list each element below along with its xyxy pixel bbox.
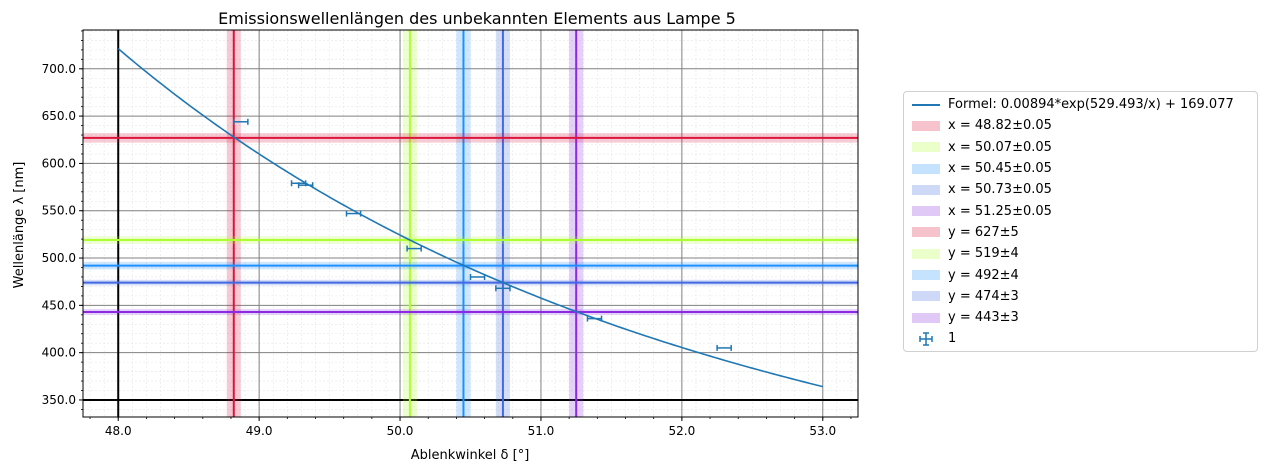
legend-label: y = 519±4	[948, 246, 1019, 262]
errorbar-marker-icon	[919, 332, 933, 346]
legend-patch-marker	[912, 248, 940, 259]
y-tick-label: 550.0	[42, 204, 76, 218]
x-axis-label: Ablenkwinkel δ [°]	[411, 448, 530, 463]
legend-patch-marker	[912, 120, 940, 131]
legend-swatch	[912, 98, 940, 112]
legend-item-vertical-band: x = 48.82±0.05	[912, 115, 1249, 136]
legend-swatch	[912, 225, 940, 239]
legend-item-vertical-band: x = 51.25±0.05	[912, 200, 1249, 221]
chart-title: Emissionswellenlängen des unbekannten El…	[218, 9, 736, 28]
legend-label: y = 474±3	[948, 288, 1019, 304]
legend-item-vertical-band: x = 50.73±0.05	[912, 179, 1249, 200]
legend-item-horizontal-band: y = 443±3	[912, 307, 1249, 328]
x-tick-label: 50.0	[387, 424, 414, 438]
legend-swatch	[912, 140, 940, 154]
y-tick-label: 650.0	[42, 109, 76, 123]
y-tick-label: 450.0	[42, 298, 76, 312]
legend: Formel: 0.00894*exp(529.493/x) + 169.077…	[903, 91, 1258, 352]
legend-patch-marker	[912, 270, 940, 281]
legend-item-horizontal-band: y = 492±4	[912, 264, 1249, 285]
legend-item-horizontal-band: y = 519±4	[912, 243, 1249, 264]
legend-label: x = 48.82±0.05	[948, 118, 1052, 134]
legend-item-horizontal-band: y = 627±5	[912, 222, 1249, 243]
legend-label: y = 443±3	[948, 310, 1019, 326]
legend-item-horizontal-band: y = 474±3	[912, 286, 1249, 307]
legend-label: Formel: 0.00894*exp(529.493/x) + 169.077	[948, 97, 1234, 113]
legend-label: x = 50.07±0.05	[948, 139, 1052, 155]
y-tick-label: 500.0	[42, 251, 76, 265]
legend-line-marker	[912, 103, 940, 106]
legend-patch-marker	[912, 142, 940, 153]
legend-swatch	[912, 247, 940, 261]
legend-label: 1	[948, 331, 957, 347]
x-tick-label: 53.0	[809, 424, 836, 438]
plot-area: 48.0 49.0 50.0 51.0 52.0 53.0 350.0 400.0 450.0 5…	[42, 29, 859, 438]
y-tick-label: 350.0	[42, 393, 76, 407]
legend-swatch	[912, 311, 940, 325]
legend-swatch	[912, 332, 940, 346]
legend-label: x = 51.25±0.05	[948, 203, 1052, 219]
y-axis-label: Wellenlänge λ [nm]	[12, 162, 27, 289]
legend-patch-marker	[912, 184, 940, 195]
legend-item-vertical-band: x = 50.07±0.05	[912, 137, 1249, 158]
legend-label: y = 492±4	[948, 267, 1019, 283]
y-tick-label: 400.0	[42, 346, 76, 360]
legend-patch-marker	[912, 312, 940, 323]
x-tick-label: 48.0	[105, 424, 132, 438]
legend-patch-marker	[912, 227, 940, 238]
legend-swatch	[912, 204, 940, 218]
x-tick-label: 52.0	[669, 424, 696, 438]
legend-item-data: 1	[912, 328, 1249, 349]
fit-curve	[117, 48, 823, 388]
legend-patch-marker	[912, 291, 940, 302]
y-tick-label: 600.0	[42, 156, 76, 170]
legend-item-fit: Formel: 0.00894*exp(529.493/x) + 169.077	[912, 94, 1249, 115]
legend-label: x = 50.73±0.05	[948, 182, 1052, 198]
plot-inner	[83, 30, 858, 417]
legend-patch-marker	[912, 206, 940, 217]
legend-swatch	[912, 162, 940, 176]
legend-swatch	[912, 289, 940, 303]
legend-swatch	[912, 268, 940, 282]
legend-swatch	[912, 119, 940, 133]
y-tick-label: 700.0	[42, 62, 76, 76]
legend-swatch	[912, 183, 940, 197]
legend-patch-marker	[912, 163, 940, 174]
legend-item-vertical-band: x = 50.45±0.05	[912, 158, 1249, 179]
x-tick-label: 51.0	[528, 424, 555, 438]
plot-frame	[82, 29, 859, 418]
legend-label: x = 50.45±0.05	[948, 161, 1052, 177]
x-tick-label: 49.0	[246, 424, 273, 438]
legend-label: y = 627±5	[948, 224, 1019, 240]
